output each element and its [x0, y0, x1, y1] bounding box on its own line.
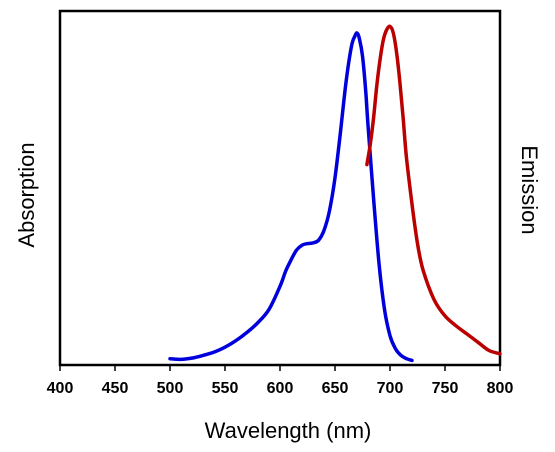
x-tick-label: 750: [432, 380, 459, 397]
y-axis-title-right: Emission: [517, 145, 542, 234]
x-tick-label: 650: [322, 380, 349, 397]
absorption-series-line: [168, 31, 414, 363]
x-tick-label: 800: [487, 380, 514, 397]
x-tick-label: 500: [157, 380, 184, 397]
series-layer: [168, 24, 502, 363]
emission-series-line: [365, 24, 502, 356]
plot-frame: [58, 9, 502, 367]
x-axis-ticks: 400 450 500 550 600 650 700 750 800: [47, 365, 514, 397]
x-tick-label: 600: [267, 380, 294, 397]
x-tick-label: 550: [212, 380, 239, 397]
x-axis-title: Wavelength (nm): [205, 418, 372, 443]
y-axis-title-left: Absorption: [14, 142, 39, 247]
x-tick-label: 400: [47, 380, 74, 397]
x-tick-label: 700: [377, 380, 404, 397]
x-tick-label: 450: [102, 380, 129, 397]
